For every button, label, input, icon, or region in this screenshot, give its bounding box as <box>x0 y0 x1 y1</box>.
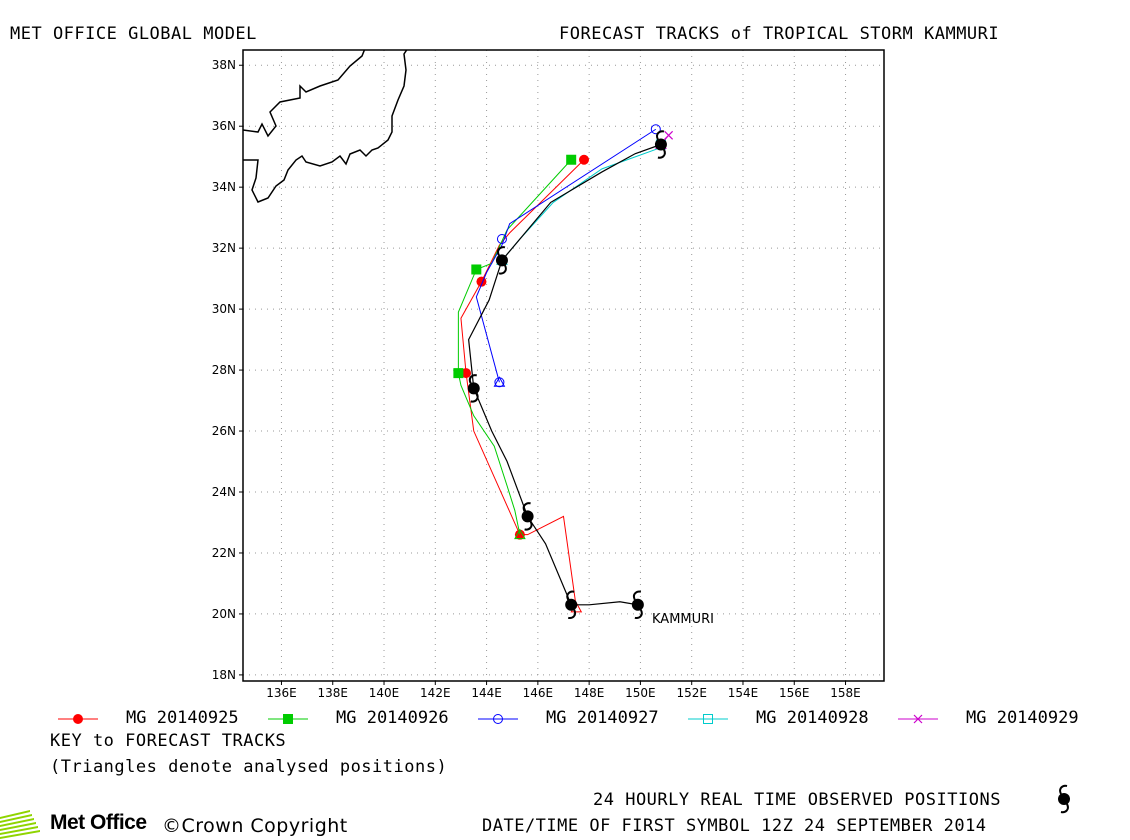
crown-copyright: ©Crown Copyright <box>162 815 348 837</box>
cyclone-symbol-icon <box>521 502 534 531</box>
x-tick-label: 150E <box>625 686 656 700</box>
legend-marker <box>703 714 713 724</box>
track-marker <box>579 154 590 165</box>
track-marker <box>453 368 464 379</box>
track-marker <box>650 124 661 135</box>
met-office-logo-icon <box>0 810 40 839</box>
legend-marker <box>73 714 83 724</box>
model-title: MET OFFICE GLOBAL MODEL <box>10 24 257 44</box>
forecast-map: KAMMURI 136E 138E 140E 142E 144E 146E 148E 150E… <box>212 49 885 700</box>
cyclone-symbol-icon <box>565 590 578 619</box>
y-tick-label: 32N <box>212 241 236 255</box>
legend-marker <box>493 714 503 724</box>
legend-label: MG 20140925 <box>126 708 239 728</box>
y-tick-label: 36N <box>212 119 236 133</box>
y-axis-ticks: 18N 20N 22N 24N 26N 28N 30N 32N 34N 36N 38N <box>212 58 243 682</box>
coastline <box>243 50 408 203</box>
met-office-logo-text: Met Office <box>50 811 147 834</box>
chart-title: FORECAST TRACKS of TROPICAL STORM KAMMUR… <box>559 24 1000 44</box>
y-tick-label: 18N <box>212 668 236 682</box>
legend-swatch <box>268 714 308 724</box>
x-tick-label: 144E <box>471 686 502 700</box>
y-tick-label: 38N <box>212 58 236 72</box>
x-tick-label: 152E <box>676 686 707 700</box>
observed-track <box>467 130 667 619</box>
x-tick-label: 146E <box>523 686 554 700</box>
y-tick-label: 30N <box>212 302 236 316</box>
key-title: KEY to FORECAST TRACKS <box>50 731 287 751</box>
x-tick-label: 158E <box>830 686 861 700</box>
track-line <box>475 128 657 383</box>
legend-swatch <box>688 714 728 724</box>
grid <box>243 50 884 681</box>
x-tick-label: 148E <box>574 686 605 700</box>
y-tick-label: 28N <box>212 363 236 377</box>
track-marker <box>471 264 482 275</box>
x-tick-label: 154E <box>728 686 759 700</box>
cyclone-symbol-icon <box>495 246 508 275</box>
legend-swatch <box>898 714 938 724</box>
observed-positions-note: 24 HOURLY REAL TIME OBSERVED POSITIONS <box>593 790 1001 810</box>
analysed-position-triangle <box>514 528 526 540</box>
forecast-track-3 <box>475 124 661 388</box>
x-tick-label: 136E <box>266 686 297 700</box>
first-symbol-datetime: DATE/TIME OF FIRST SYMBOL 12Z 24 SEPTEMB… <box>482 816 987 836</box>
y-tick-label: 22N <box>212 546 236 560</box>
legend-swatch <box>58 714 98 724</box>
x-axis-ticks: 136E 138E 140E 142E 144E 146E 148E 150E 152E 154E… <box>266 681 861 700</box>
track-marker <box>566 154 577 165</box>
track-marker <box>664 130 674 140</box>
x-tick-label: 138E <box>317 686 348 700</box>
y-tick-label: 34N <box>212 180 236 194</box>
cyclone-symbol-icon <box>654 130 667 159</box>
legend-marker <box>913 714 923 724</box>
cyclone-symbol-icon <box>1058 784 1070 814</box>
x-tick-label: 140E <box>369 686 400 700</box>
legend-marker <box>283 714 293 724</box>
legend-label: MG 20140928 <box>756 708 869 728</box>
storm-name-label: KAMMURI <box>652 612 714 627</box>
y-tick-label: 24N <box>212 485 236 499</box>
x-tick-label: 156E <box>779 686 810 700</box>
legend-label: MG 20140929 <box>966 708 1079 728</box>
y-tick-label: 20N <box>212 607 236 621</box>
x-tick-label: 142E <box>420 686 451 700</box>
legend-swatch <box>478 714 518 724</box>
cyclone-symbol-icon <box>467 374 480 403</box>
legend-label: MG 20140927 <box>546 708 659 728</box>
map-frame <box>242 49 885 682</box>
cyclone-symbol-icon <box>631 590 644 619</box>
legend-label: MG 20140926 <box>336 708 449 728</box>
y-tick-label: 26N <box>212 424 236 438</box>
track-marker <box>461 368 472 379</box>
triangle-note: (Triangles denote analysed positions) <box>50 757 448 777</box>
track-marker <box>494 377 505 388</box>
track-marker <box>496 233 507 244</box>
